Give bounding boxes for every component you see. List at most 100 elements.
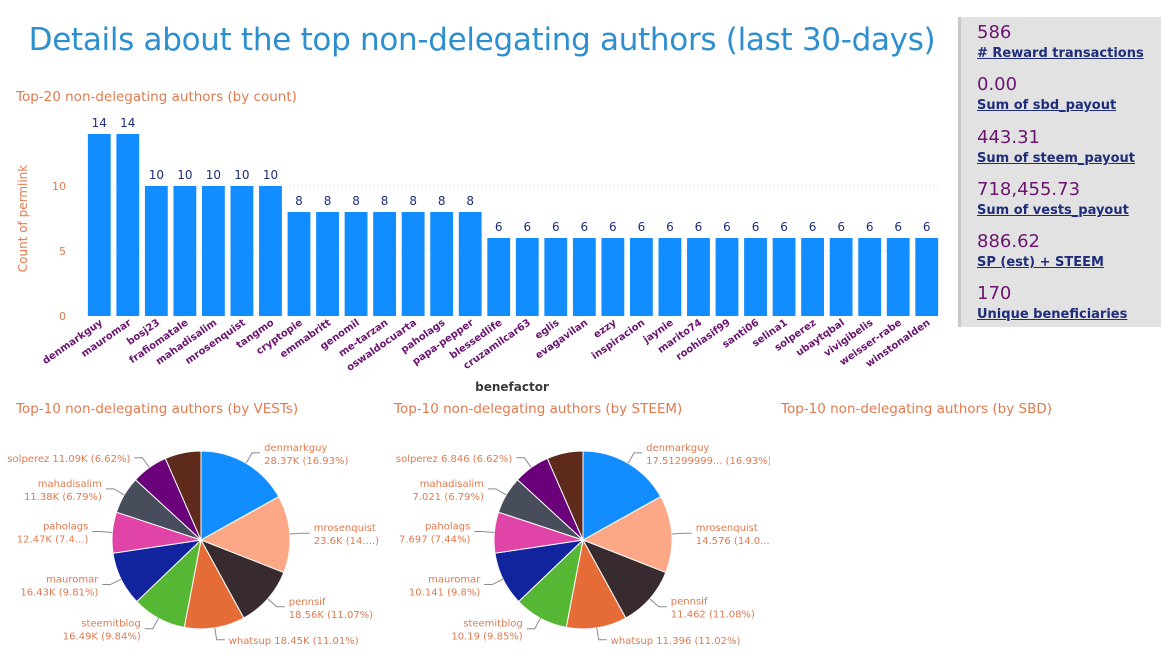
bar-data-label: 6 xyxy=(923,220,931,234)
bar xyxy=(458,212,482,316)
bar-data-label: 14 xyxy=(120,116,135,130)
bar-data-label: 6 xyxy=(809,220,817,234)
bar xyxy=(259,186,282,316)
sbd-pie-title: Top-10 non-delegating authors (by SBD) xyxy=(781,401,1053,417)
slice-label-value: 7.021 (6.79%) xyxy=(413,492,484,503)
pie-slice xyxy=(164,450,202,541)
bar xyxy=(886,238,910,316)
bar-data-label: 6 xyxy=(523,220,531,234)
bar-data-label: 8 xyxy=(324,194,332,208)
slice-label-name: paholags xyxy=(43,521,88,532)
bar xyxy=(544,238,568,316)
bar-chart-title: Top-20 non-delegating authors (by count) xyxy=(16,89,297,105)
slice-label-value: 16.49K (9.84%) xyxy=(63,632,141,643)
bar xyxy=(858,238,882,316)
bar-data-label: 8 xyxy=(438,194,446,208)
slice-label-name: mrosenquist xyxy=(314,523,376,534)
bar xyxy=(144,186,168,316)
bar-data-label: 10 xyxy=(234,168,249,182)
bar xyxy=(772,238,796,316)
slice-label-name: steemitblog xyxy=(81,619,140,630)
leader-line xyxy=(245,452,261,464)
steem-pie-chart[interactable]: denmarkguy 17.51299999... (16.93%) mrosenq… xyxy=(380,430,770,660)
bar-data-label: 10 xyxy=(149,168,164,182)
vests-pie-title: Top-10 non-delegating authors (by VESTs) xyxy=(16,401,299,417)
bar-data-label: 6 xyxy=(495,220,503,234)
bar-data-label: 10 xyxy=(206,168,221,182)
slice-label-name: denmarkguy xyxy=(646,443,709,454)
bar xyxy=(658,238,682,316)
leader-line xyxy=(474,530,495,533)
pie-slice xyxy=(199,495,291,574)
pie-slice xyxy=(582,450,662,541)
bar-data-label: 6 xyxy=(723,220,731,234)
y-tick-label: 0 xyxy=(59,310,66,323)
bar xyxy=(801,238,825,316)
kpi-unique-beneficiaries: 170 Unique beneficiaries xyxy=(977,282,1161,334)
slice-label: whatsup 11.396 (11.02%) xyxy=(611,636,741,647)
bar-data-label: 6 xyxy=(638,220,646,234)
slice-label-value: 7.697 (7.44%) xyxy=(399,534,470,545)
slice-label-value: 10.141 (9.8%) xyxy=(409,587,480,598)
kpi-label-link[interactable]: Sum of vests_payout xyxy=(977,202,1129,218)
bar xyxy=(744,238,767,316)
bar-data-label: 6 xyxy=(552,220,560,234)
kpi-sbd-payout: 0.00 Sum of sbd_payout xyxy=(977,73,1161,125)
bar xyxy=(401,212,425,316)
kpi-vests-payout: 718,455.73 Sum of vests_payout xyxy=(977,178,1161,230)
bar-data-label: 6 xyxy=(695,220,703,234)
bar-data-label: 8 xyxy=(381,194,389,208)
leader-line xyxy=(144,617,159,630)
slice-label-name: mrosenquist xyxy=(696,523,758,534)
leader-line xyxy=(649,598,667,608)
slice-label: solperez 6.846 (6.62%) xyxy=(396,454,513,465)
slice-label: solperez 11.09K (6.62%) xyxy=(7,454,130,465)
bar-data-label: 6 xyxy=(609,220,617,234)
bar xyxy=(829,238,853,316)
slice-label-name: paholags xyxy=(425,521,470,532)
bar xyxy=(287,212,311,316)
bar-data-label: 10 xyxy=(263,168,278,182)
vests-pie-chart[interactable]: denmarkguy 28.37K (16.93%) mrosenquist 23.6… xyxy=(0,430,380,660)
bar xyxy=(572,238,596,316)
slice-label-value: 28.37K (16.93%) xyxy=(264,456,348,467)
kpi-steem-payout: 443.31 Sum of steem_payout xyxy=(977,126,1161,178)
kpi-label-link[interactable]: # Reward transactions xyxy=(977,46,1144,61)
pie-slice xyxy=(546,450,584,541)
bar-data-label: 6 xyxy=(581,220,589,234)
leader-line xyxy=(102,578,122,586)
x-axis-title: benefactor xyxy=(475,380,549,394)
leader-line xyxy=(267,598,285,608)
slice-label-name: mauromar xyxy=(428,574,481,585)
kpi-value: 170 xyxy=(977,283,1012,305)
slice-label-name: pennsif xyxy=(671,597,708,608)
kpi-label-link[interactable]: SP (est) + STEEM xyxy=(977,255,1104,271)
bar-data-label: 6 xyxy=(837,220,845,234)
kpi-value: 586 xyxy=(977,22,1012,43)
kpi-label-link[interactable]: Sum of steem_payout xyxy=(977,150,1135,166)
bar xyxy=(173,186,197,316)
bar-data-label: 6 xyxy=(866,220,874,234)
leader-line xyxy=(105,488,125,496)
leader-line xyxy=(134,457,150,468)
bar xyxy=(87,134,111,316)
leader-line xyxy=(214,627,225,641)
slice-label-value: 17.51299999... (16.93%) xyxy=(646,456,770,467)
slice-label-value: 18.56K (11.07%) xyxy=(289,610,373,621)
bar-data-label: 6 xyxy=(666,220,674,234)
bar xyxy=(116,134,140,316)
leader-line xyxy=(484,578,504,585)
bar-data-label: 8 xyxy=(295,194,303,208)
leader-line xyxy=(92,530,113,533)
bar xyxy=(201,186,225,316)
bar-data-label: 6 xyxy=(894,220,902,234)
kpi-label-link[interactable]: Sum of sbd_payout xyxy=(977,98,1117,114)
y-tick-label: 5 xyxy=(59,245,66,258)
kpi-label-link[interactable]: Unique beneficiaries xyxy=(977,307,1128,323)
bar xyxy=(601,238,625,316)
kpi-value: 443.31 xyxy=(977,126,1040,148)
slice-label-value: 10.19 (9.85%) xyxy=(451,632,522,643)
leader-line xyxy=(516,457,532,468)
bar xyxy=(687,238,710,316)
